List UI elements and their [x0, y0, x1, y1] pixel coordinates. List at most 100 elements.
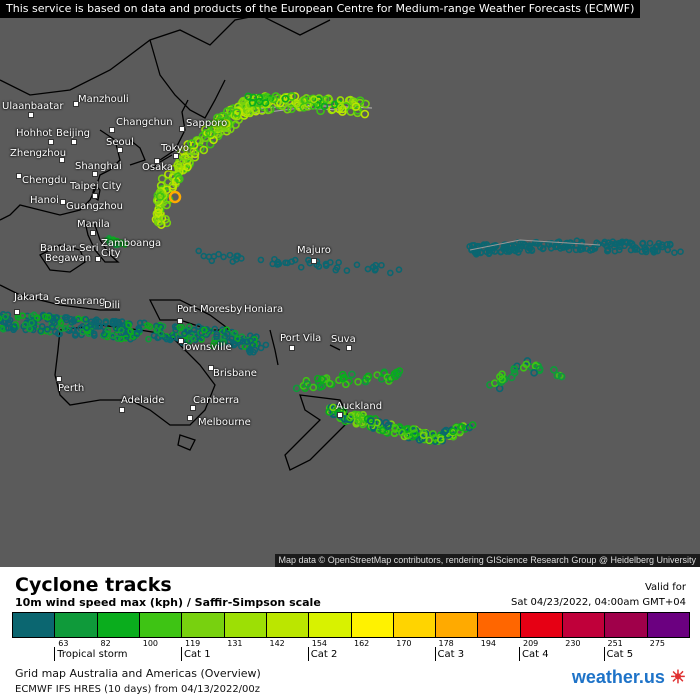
track-point	[172, 326, 180, 334]
track-point-peak	[168, 190, 182, 204]
track-point	[115, 242, 121, 248]
city-label: Suva	[331, 334, 356, 345]
city-label: Sapporo	[186, 118, 228, 129]
track-point	[576, 246, 584, 254]
track-point	[33, 314, 41, 321]
track-point	[174, 163, 183, 172]
track-point	[136, 319, 144, 327]
city-marker	[109, 127, 115, 133]
track-point	[110, 236, 117, 243]
city-marker	[28, 112, 34, 118]
track-point	[322, 262, 330, 269]
scale-tick: 142	[269, 639, 285, 648]
track-point	[44, 326, 51, 333]
track-point	[195, 323, 202, 331]
logo-text: weather.us	[571, 667, 665, 687]
track-point	[153, 326, 160, 334]
city-marker	[187, 415, 193, 421]
track-point	[70, 326, 78, 334]
track-point	[398, 428, 406, 437]
track-point	[290, 92, 300, 101]
scale-swatch	[520, 613, 564, 637]
track-point	[325, 408, 334, 416]
map-attribution[interactable]: Map data © OpenStreetMap contributors, r…	[274, 554, 700, 567]
city-marker	[177, 318, 183, 324]
track-point	[102, 318, 110, 325]
track-point	[210, 342, 217, 350]
track-point	[127, 327, 134, 335]
track-point	[650, 248, 658, 256]
track-point	[329, 403, 337, 412]
track-point	[325, 379, 334, 388]
city-label: Honiara	[244, 304, 284, 315]
category-label: Cat 1	[181, 647, 211, 661]
track-point	[226, 124, 235, 134]
track-point	[189, 147, 199, 156]
track-point	[169, 334, 177, 341]
track-point	[601, 238, 608, 246]
track-point	[519, 240, 527, 247]
weather-us-logo[interactable]: weather.us ☀	[572, 667, 686, 688]
track-point	[201, 133, 210, 142]
track-point	[353, 261, 361, 269]
city-marker	[71, 139, 77, 145]
city-label: Adelaide	[121, 395, 165, 406]
track-point	[623, 239, 631, 247]
city-label: Hohhot	[16, 128, 53, 139]
track-point	[162, 200, 171, 210]
track-point	[387, 269, 394, 277]
track-point	[223, 330, 231, 338]
track-point	[176, 323, 184, 331]
track-point	[178, 146, 188, 156]
track-point	[321, 95, 330, 104]
track-point	[671, 249, 678, 257]
track-point	[10, 323, 18, 330]
track-point	[104, 326, 112, 334]
track-point	[498, 375, 506, 384]
track-point	[200, 252, 208, 260]
track-point	[201, 128, 211, 138]
track-point	[230, 340, 238, 347]
track-point	[555, 238, 563, 246]
track-point	[485, 250, 493, 258]
track-point	[144, 322, 151, 329]
track-point	[550, 366, 558, 374]
track-point	[178, 158, 188, 167]
city-label: Osaka	[142, 162, 173, 173]
track-line	[469, 239, 601, 251]
track-point	[504, 244, 511, 252]
city-label: Townsville	[181, 342, 232, 353]
track-point	[261, 99, 270, 107]
track-point	[663, 241, 671, 248]
track-point	[667, 241, 674, 249]
city-marker	[48, 139, 54, 145]
track-point	[386, 374, 395, 383]
category-label: Cat 2	[307, 647, 337, 661]
city-label: Seoul	[106, 137, 134, 148]
scale-swatch	[563, 613, 606, 637]
track-point	[348, 370, 356, 379]
city-label: Guangzhou	[66, 201, 123, 212]
city-label: Tokyo	[161, 143, 189, 154]
track-point	[503, 248, 510, 255]
track-point	[257, 344, 265, 352]
track-point	[339, 374, 347, 383]
track-point	[157, 330, 165, 338]
city-marker	[92, 193, 98, 199]
track-point	[251, 346, 259, 354]
track-point	[384, 422, 392, 431]
track-point	[498, 370, 506, 379]
map-view[interactable]: Ulaanbaatar Manzhouli Changchun Sapporo Hohh…	[0, 0, 700, 567]
scale-tick: 82	[100, 639, 111, 648]
track-point	[592, 243, 599, 250]
city-marker	[90, 230, 96, 236]
track-point	[343, 267, 351, 274]
track-point	[186, 337, 193, 345]
track-point	[174, 174, 184, 184]
track-point	[303, 102, 313, 111]
track-point	[510, 369, 519, 377]
scale-swatch	[351, 613, 394, 637]
city-label: Canberra	[193, 395, 240, 406]
track-point	[557, 245, 564, 252]
track-point	[82, 316, 89, 323]
